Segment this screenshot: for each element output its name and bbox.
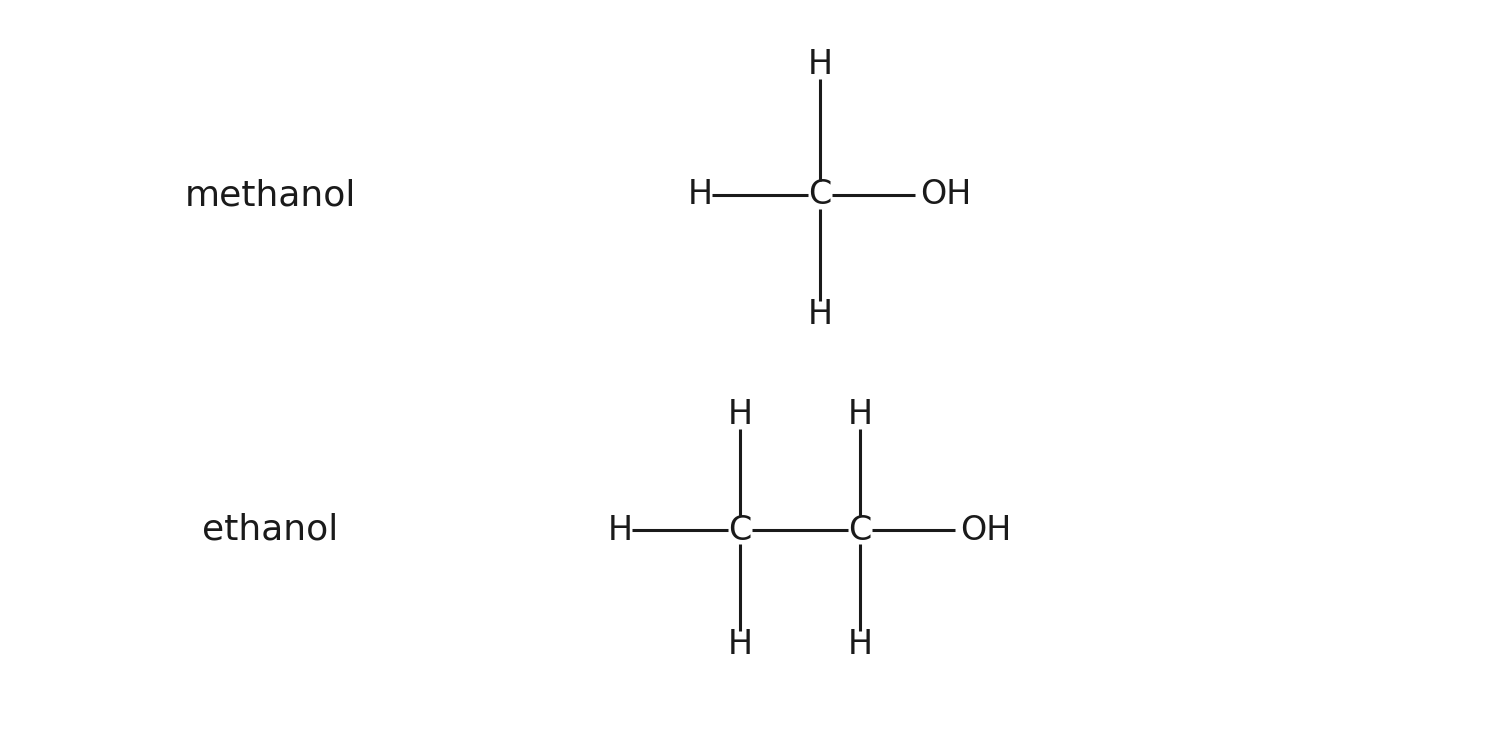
Text: ethanol: ethanol — [202, 513, 338, 547]
Text: H: H — [847, 628, 873, 661]
Text: methanol: methanol — [184, 178, 356, 212]
Text: OH: OH — [920, 178, 972, 211]
Text: H: H — [807, 298, 832, 331]
Text: H: H — [728, 399, 753, 432]
Text: OH: OH — [960, 513, 1011, 547]
Text: C: C — [808, 178, 831, 211]
Text: H: H — [847, 399, 873, 432]
Text: H: H — [687, 178, 712, 211]
Text: H: H — [608, 513, 633, 547]
Text: H: H — [728, 628, 753, 661]
Text: C: C — [849, 513, 871, 547]
Text: H: H — [807, 48, 832, 82]
Text: C: C — [729, 513, 752, 547]
